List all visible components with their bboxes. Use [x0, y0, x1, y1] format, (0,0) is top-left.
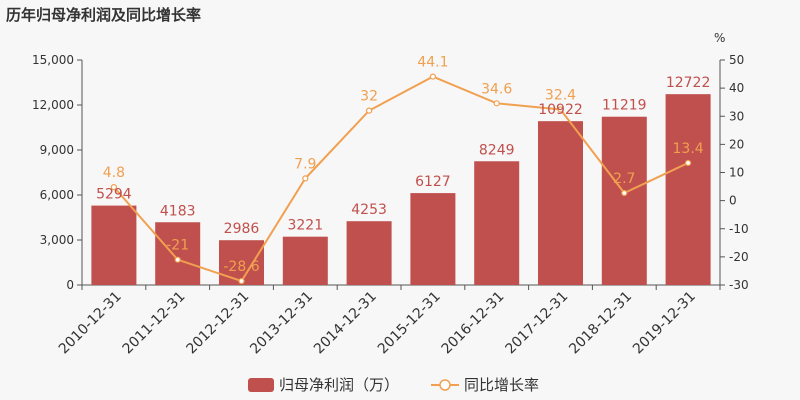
bar [538, 121, 583, 285]
left-axis-tick-label: 15,000 [32, 53, 74, 67]
left-axis-tick-label: 12,000 [32, 98, 74, 112]
bar [346, 221, 392, 285]
growth-value-label: 13.4 [673, 141, 704, 157]
bar-value-label: 2986 [224, 221, 260, 237]
bar-value-label: 12722 [666, 75, 711, 91]
x-axis-tick-label: 2016-12-31 [439, 289, 508, 358]
bar-value-label: 8249 [479, 142, 515, 158]
x-axis-tick-label: 2015-12-31 [375, 289, 444, 358]
growth-point [684, 159, 692, 167]
legend-line-marker [439, 379, 451, 391]
right-axis-tick-label: 10 [729, 166, 744, 180]
bar-value-label: 3221 [287, 218, 323, 234]
growth-value-label: 32 [360, 89, 378, 105]
bar [219, 240, 264, 285]
legend-bar-swatch [248, 378, 274, 392]
right-axis-tick-label: 30 [729, 109, 744, 123]
bar [601, 116, 647, 285]
right-axis-tick-label: -20 [729, 250, 749, 264]
left-axis-tick-label: 6,000 [40, 188, 74, 202]
x-axis-tick-label: 2018-12-31 [566, 289, 635, 358]
growth-value-label: 7.9 [294, 156, 316, 172]
growth-point [238, 277, 245, 285]
growth-value-label: 4.8 [103, 165, 125, 181]
left-axis-tick-label: 9,000 [40, 143, 74, 157]
bar [474, 161, 520, 285]
bar [155, 222, 201, 285]
growth-value-label: -21 [166, 238, 189, 254]
x-axis-tick-label: 2014-12-31 [311, 289, 380, 358]
right-axis-tick-label: 40 [729, 81, 744, 95]
growth-point [429, 73, 436, 80]
growth-point [174, 256, 181, 263]
left-axis-tick-label: 0 [66, 278, 74, 292]
growth-point [110, 184, 118, 191]
growth-value-label: 44.1 [417, 55, 448, 71]
left-axis-tick-label: 3,000 [40, 233, 74, 247]
right-axis-tick-label: -10 [729, 222, 749, 236]
growth-point [493, 100, 500, 107]
bar-value-label: 5294 [96, 187, 132, 203]
right-axis-unit-label: % [714, 31, 725, 45]
bar [91, 205, 137, 285]
right-axis-tick-label: 0 [729, 194, 737, 208]
x-axis-tick-label: 2010-12-31 [56, 289, 125, 358]
x-axis-tick-label: 2017-12-31 [502, 289, 571, 358]
bar-value-label: 10922 [538, 102, 583, 118]
bar [410, 193, 456, 285]
bar [282, 236, 328, 285]
growth-point [302, 175, 309, 182]
bar [665, 94, 711, 285]
bar-value-label: 4253 [351, 202, 387, 218]
growth-point [621, 189, 628, 197]
bar-value-label: 4183 [160, 203, 196, 219]
x-axis-tick-label: 2013-12-31 [247, 289, 316, 358]
right-axis-tick-label: 50 [729, 53, 744, 67]
growth-point [557, 106, 564, 113]
bar-value-label: 6127 [415, 174, 451, 190]
x-axis-tick-label: 2012-12-31 [183, 289, 252, 358]
growth-value-label: 2.7 [613, 171, 635, 187]
legend-line-label: 同比增长率 [464, 376, 539, 394]
right-axis-tick-label: -30 [729, 278, 749, 292]
growth-value-label: 34.6 [481, 81, 512, 97]
x-axis-tick-label: 2019-12-31 [630, 289, 699, 358]
bar-value-label: 11219 [602, 98, 647, 114]
growth-value-label: 32.4 [545, 88, 576, 104]
right-axis-tick-label: 20 [729, 137, 744, 151]
growth-value-label: -28.6 [223, 259, 259, 275]
growth-point [366, 107, 373, 114]
x-axis-tick-label: 2011-12-31 [120, 289, 189, 358]
legend-bar-label: 归母净利润（万） [279, 376, 399, 394]
chart-title: 历年归母净利润及同比增长率 [6, 6, 202, 24]
growth-line [113, 75, 689, 283]
